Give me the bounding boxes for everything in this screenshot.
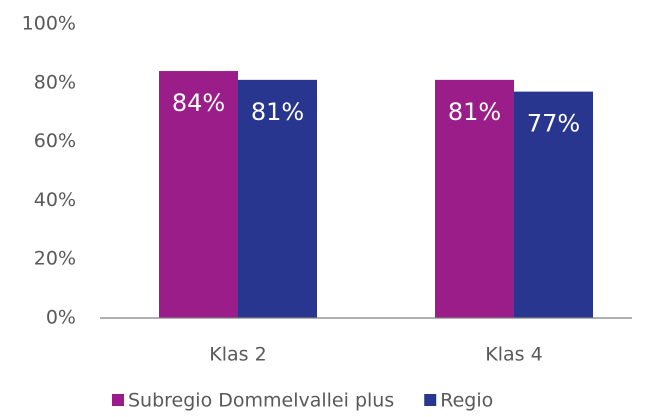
value-label: 77% xyxy=(527,110,580,138)
y-tick-label: 80% xyxy=(34,71,76,93)
y-tick-label: 60% xyxy=(34,130,76,152)
legend-swatch xyxy=(112,394,124,406)
y-tick-label: 40% xyxy=(34,189,76,211)
legend-swatch xyxy=(424,394,437,406)
y-tick-label: 0% xyxy=(46,307,76,329)
bar xyxy=(238,79,317,318)
legend-label: Subregio Dommelvallei plus xyxy=(128,390,394,412)
x-tick-label: Klas 4 xyxy=(485,344,542,366)
legend-label: Regio xyxy=(440,390,493,412)
value-label: 81% xyxy=(251,98,304,126)
bar xyxy=(514,91,593,319)
bar xyxy=(435,79,514,318)
x-tick-label: Klas 2 xyxy=(209,344,266,366)
value-label: 81% xyxy=(448,98,501,126)
y-tick-label: 100% xyxy=(22,13,76,35)
value-label: 84% xyxy=(172,89,225,117)
bar xyxy=(159,71,238,318)
y-tick-label: 20% xyxy=(34,248,76,270)
